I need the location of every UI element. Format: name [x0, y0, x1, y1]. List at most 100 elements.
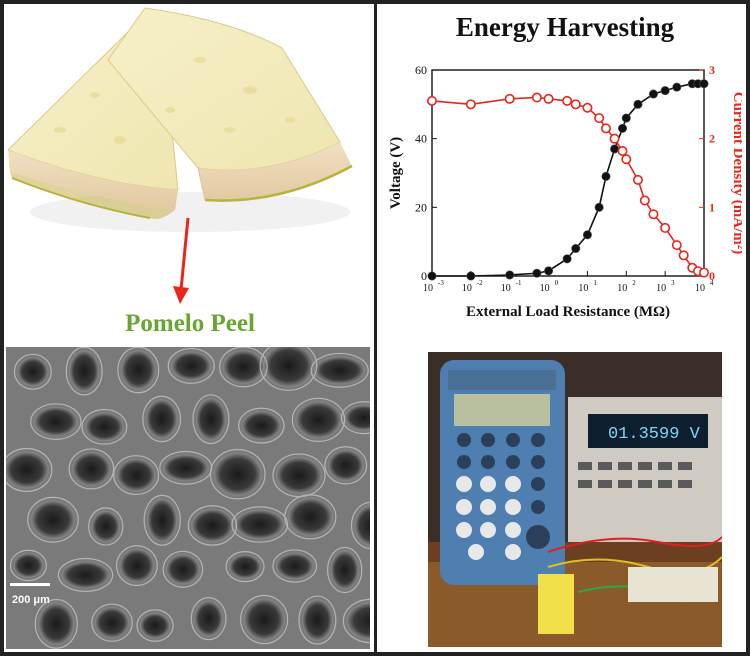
- voltage-point: [427, 271, 437, 281]
- sem-pore: [195, 397, 226, 441]
- current-point: [570, 99, 581, 110]
- current-point: [543, 93, 554, 104]
- sem-wall: [91, 603, 133, 642]
- sem-wall: [113, 455, 160, 496]
- x-tick-exponent: 3: [671, 279, 675, 287]
- y-left-axis-label: Voltage (V): [388, 137, 404, 209]
- sem-wall: [340, 401, 370, 435]
- sem-wall: [65, 347, 103, 396]
- sem-wall: [231, 506, 289, 543]
- sem-wall: [259, 347, 318, 391]
- plot-frame: [431, 69, 705, 277]
- x-tick-exponent: 1: [593, 279, 597, 287]
- sem-wall: [115, 545, 158, 587]
- sem-wall: [142, 395, 182, 443]
- sem-wall: [167, 347, 215, 384]
- current-point: [632, 174, 643, 185]
- current-point: [465, 99, 476, 110]
- voltage-point: [532, 268, 542, 278]
- calculator: [440, 360, 565, 585]
- sem-wall: [136, 609, 174, 642]
- sem-pore: [327, 449, 364, 481]
- current-point: [621, 154, 632, 165]
- sem-pore: [33, 406, 78, 437]
- peel-piece-right: [107, 7, 353, 202]
- voltage-point: [601, 171, 611, 181]
- svg-text:01.3599 V: 01.3599 V: [608, 425, 701, 444]
- sem-wall: [192, 394, 230, 445]
- sem-wall: [143, 494, 181, 546]
- multimeter: 01.3599 V: [568, 397, 722, 542]
- sem-wall: [9, 549, 47, 582]
- sem-pore: [6, 451, 49, 489]
- sem-wall: [162, 550, 204, 588]
- sem-pore: [145, 399, 178, 439]
- sem-wall: [209, 448, 266, 500]
- sem-pore: [120, 350, 156, 390]
- current-point: [609, 133, 620, 144]
- pomelo-peel-title: Pomelo Peel: [125, 310, 255, 337]
- sem-wall: [57, 557, 114, 593]
- voltage-point: [562, 254, 572, 264]
- chart-axes: 10 -3 10 -2 10 -1 10 0 10 1 10 2 10 3 10 402040600123Ex…: [388, 63, 742, 320]
- energy-harvesting-title: Energy Harvesting: [455, 12, 675, 42]
- current-point: [639, 195, 650, 206]
- sem-pore: [222, 350, 265, 384]
- sem-wall: [342, 598, 370, 644]
- sem-pore: [140, 612, 171, 639]
- sem-pore: [295, 401, 342, 439]
- sem-pore: [61, 561, 110, 589]
- current-point: [600, 123, 611, 134]
- energy-harvesting-photo: 01.3599 V: [428, 352, 722, 647]
- sem-wall: [30, 403, 82, 441]
- x-tick-exponent: -3: [438, 279, 444, 287]
- sem-wall: [350, 501, 370, 550]
- sem-pore: [346, 602, 370, 640]
- voltage-point: [582, 230, 592, 240]
- x-axis-label: External Load Resistance (MΩ): [466, 304, 670, 320]
- sem-pore: [234, 509, 285, 540]
- current-point: [660, 222, 671, 233]
- current-point: [617, 146, 628, 157]
- sem-wall: [81, 408, 128, 445]
- sem-pore: [276, 456, 322, 494]
- x-tick-label: 10: [501, 283, 511, 294]
- x-tick-label: 10: [695, 283, 705, 294]
- sem-pore: [330, 550, 359, 590]
- sem-pore: [69, 350, 100, 392]
- x-tick-exponent: 2: [632, 279, 636, 287]
- sem-wall: [326, 546, 363, 594]
- y-right-tick-label: 1: [709, 200, 715, 214]
- x-tick-label: 10: [578, 283, 588, 294]
- sem-wall: [117, 347, 160, 394]
- y-right-tick-label: 2: [709, 132, 715, 146]
- y-left-tick-label: 0: [421, 269, 427, 283]
- voltage-point: [648, 89, 658, 99]
- sem-wall: [298, 595, 337, 645]
- sem-pore: [166, 554, 200, 585]
- sem-pore: [38, 602, 75, 646]
- sem-wall: [34, 598, 78, 649]
- voltage-line: [432, 82, 704, 277]
- sem-micrograph: [6, 347, 370, 649]
- current-point: [648, 209, 659, 220]
- sem-pore: [85, 412, 124, 442]
- sem-walls: [6, 347, 370, 649]
- y-left-tick-label: 60: [415, 63, 427, 77]
- pomelo-peel-illustration: [7, 7, 353, 304]
- voltage-point: [633, 99, 643, 109]
- sem-pore: [30, 500, 76, 540]
- sem-wall: [272, 549, 318, 583]
- voltage-point: [505, 270, 515, 280]
- sem-wall: [324, 446, 368, 485]
- y-right-tick-label: 0: [709, 269, 715, 283]
- sem-wall: [88, 507, 124, 546]
- current-point: [678, 250, 689, 261]
- energy-chart: 10 -3 10 -2 10 -1 10 0 10 1 10 2 10 3 10 402040600123Ex…: [388, 63, 742, 320]
- sem-wall: [225, 551, 265, 583]
- sem-wall: [13, 353, 52, 390]
- scale-bar-label: 200 μm: [12, 594, 50, 606]
- peel-speckles: [54, 57, 295, 144]
- sem-pore: [13, 553, 44, 578]
- sem-pore: [314, 356, 366, 385]
